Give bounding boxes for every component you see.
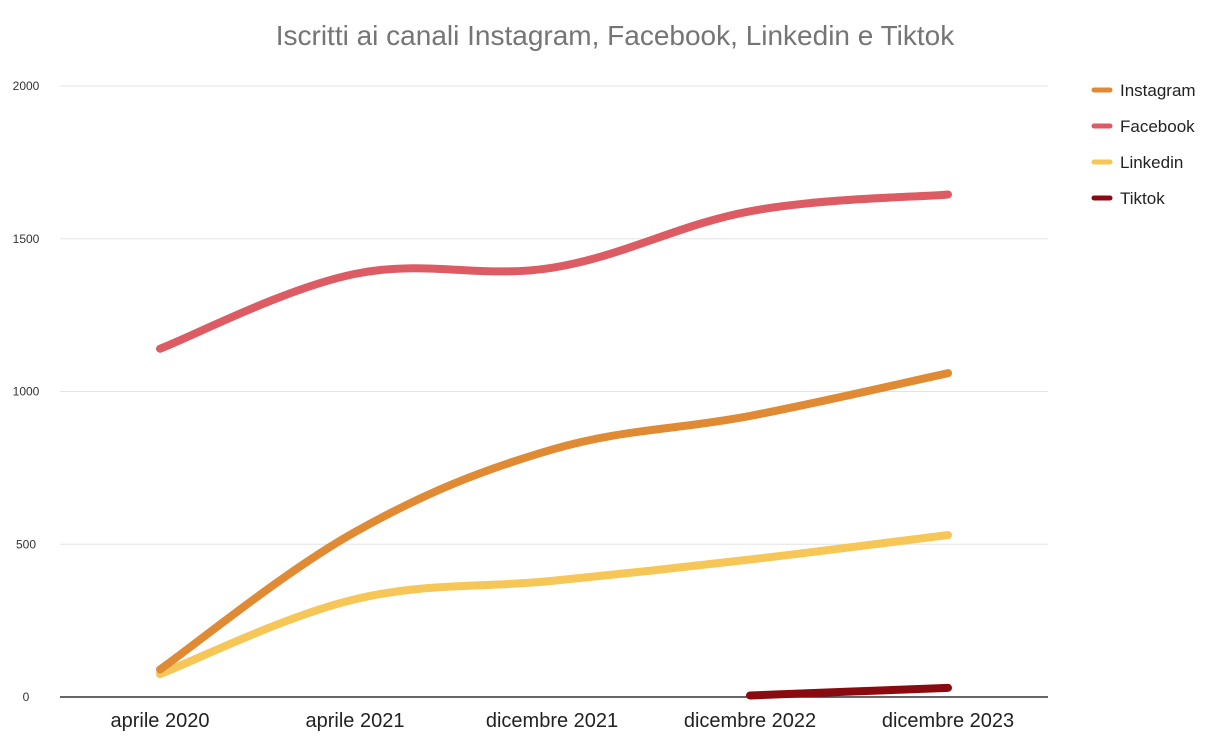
x-tick-label: dicembre 2021 [486,710,618,731]
y-tick-label: 2000 [13,79,40,93]
series-lines [156,190,952,700]
grid-lines [60,85,1048,698]
legend: Instagram Facebook Linkedin Tiktok [1091,81,1196,208]
y-tick-label: 0 [23,690,30,704]
y-tick-label: 1500 [13,232,40,246]
chart-title: Iscritti ai canali Instagram, Facebook, … [276,20,956,51]
series-line-linkedin [156,531,952,679]
y-tick-label: 500 [16,537,36,551]
x-tick-label: aprile 2020 [111,710,210,731]
legend-label: Instagram [1120,81,1196,100]
series-line-instagram [156,369,952,674]
y-axis-ticks: 0 500 1000 1500 2000 [13,79,40,704]
x-tick-label: dicembre 2022 [684,710,816,731]
series-line-facebook [156,190,952,353]
series-line-tiktok [746,683,952,700]
legend-label: Facebook [1120,117,1195,136]
y-tick-label: 1000 [13,385,40,399]
x-axis-ticks: aprile 2020 aprile 2021 dicembre 2021 dicem… [111,710,1015,732]
legend-label: Linkedin [1120,153,1183,172]
legend-label: Tiktok [1120,189,1165,208]
x-tick-label: dicembre 2023 [882,710,1014,731]
x-tick-label: aprile 2021 [306,710,405,731]
